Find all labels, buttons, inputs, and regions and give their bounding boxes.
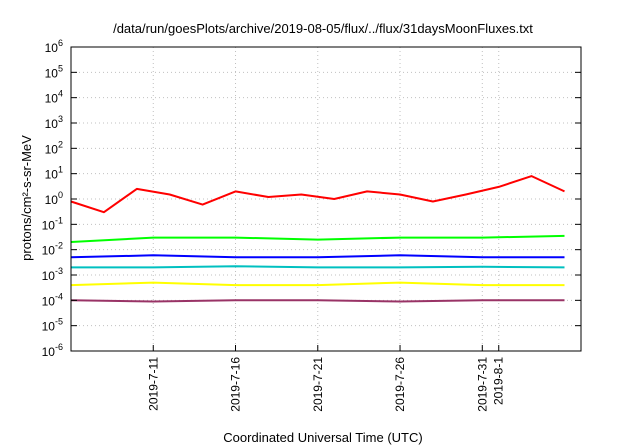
series-line-2 [70, 234, 565, 243]
x-tick-label: 2019-7-31 [475, 357, 489, 412]
y-tick-label: 10-6 [42, 342, 63, 359]
series-line-6 [70, 299, 565, 303]
y-tick-label: 100 [45, 190, 63, 207]
x-tick-label: 2019-7-21 [311, 357, 325, 412]
y-tick-label: 104 [45, 89, 63, 106]
y-tick-label: 101 [45, 165, 63, 182]
y-tick-label: 10-2 [42, 241, 63, 258]
y-tick-label: 103 [45, 114, 63, 131]
y-tick-label: 102 [45, 139, 63, 156]
y-tick-label: 10-3 [42, 266, 63, 283]
series-line-3 [70, 254, 565, 259]
series-line-4 [71, 265, 565, 269]
x-axis-label: Coordinated Universal Time (UTC) [223, 430, 422, 445]
y-tick-label: 10-5 [42, 317, 63, 334]
grid [71, 47, 581, 351]
series-line-1 [70, 175, 565, 214]
y-tick-labels: 10-6 10-5 10-4 10-3 10-2 10-1 100 101 102 103 104 1… [42, 38, 63, 359]
y-tick-label: 10-4 [42, 291, 63, 308]
x-tick-label: 2019-7-11 [146, 357, 160, 411]
x-tick-label: 2019-7-26 [393, 357, 407, 412]
x-tick-labels: 2019-7-11 2019-7-16 2019-7-21 2019-7-26 2019… [146, 357, 505, 412]
tick-marks [71, 46, 581, 352]
y-axis-label: protons/cm²-s-sr-MeV [19, 135, 34, 261]
chart-title: /data/run/goesPlots/archive/2019-08-05/f… [113, 21, 533, 36]
x-tick-label: 2019-7-16 [229, 357, 243, 412]
x-tick-label: 2019-8-1 [492, 357, 506, 405]
y-tick-label: 105 [45, 63, 63, 80]
y-tick-label: 106 [45, 38, 63, 55]
y-tick-label: 10-1 [42, 215, 63, 232]
series-group [70, 175, 565, 303]
series-line-5 [70, 281, 565, 287]
